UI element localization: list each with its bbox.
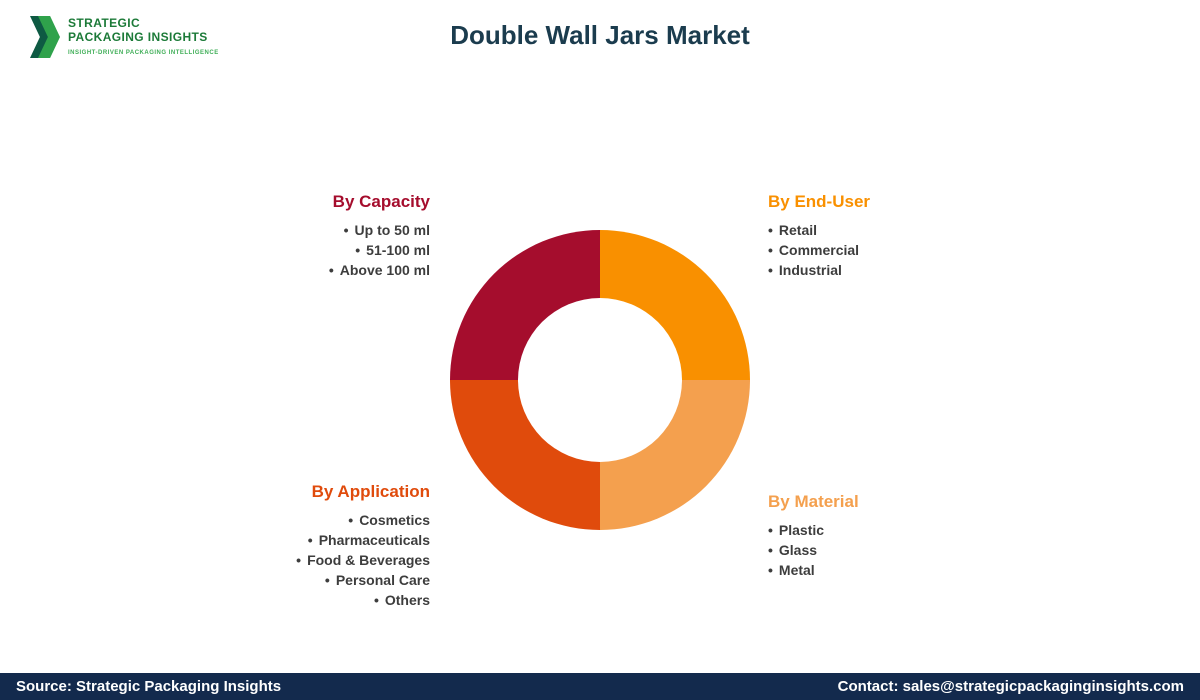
footer-contact: Contact: sales@strategicpackaginginsight…: [837, 678, 1184, 695]
logo-text: STRATEGIC PACKAGING INSIGHTS INSIGHT-DRI…: [68, 16, 219, 56]
list-item: Above 100 ml: [210, 260, 430, 280]
page-title: Double Wall Jars Market: [450, 20, 750, 50]
list-item: Commercial: [768, 240, 988, 260]
segment-title-material: By Material: [768, 492, 859, 511]
segment-block-application: By Application CosmeticsPharmaceuticalsF…: [200, 482, 430, 610]
segment-title-capacity: By Capacity: [332, 192, 430, 211]
list-item: Retail: [768, 220, 988, 240]
segment-list-material: PlasticGlassMetal: [768, 520, 988, 580]
donut-hole: [518, 298, 682, 462]
segment-block-material: By Material PlasticGlassMetal: [768, 492, 988, 580]
segment-block-enduser: By End-User RetailCommercialIndustrial: [768, 192, 988, 280]
logo-line1: STRATEGIC: [68, 16, 141, 31]
segment-title-enduser: By End-User: [768, 192, 871, 211]
list-item: Industrial: [768, 260, 988, 280]
segment-list-application: CosmeticsPharmaceuticalsFood & Beverages…: [200, 510, 430, 610]
logo-tagline: INSIGHT-DRIVEN PACKAGING INTELLIGENCE: [68, 49, 219, 56]
donut-chart-wrap: [450, 230, 750, 530]
list-item: Plastic: [768, 520, 988, 540]
list-item: Metal: [768, 560, 988, 580]
segment-list-enduser: RetailCommercialIndustrial: [768, 220, 988, 280]
list-item: Others: [200, 590, 430, 610]
list-item: Personal Care: [200, 570, 430, 590]
list-item: 51-100 ml: [210, 240, 430, 260]
segment-title-application: By Application: [311, 482, 430, 501]
list-item: Cosmetics: [200, 510, 430, 530]
segment-list-capacity: Up to 50 ml51-100 mlAbove 100 ml: [210, 220, 430, 280]
logo-chevron-icon: [30, 12, 60, 62]
brand-logo: STRATEGIC PACKAGING INSIGHTS INSIGHT-DRI…: [30, 12, 219, 62]
list-item: Glass: [768, 540, 988, 560]
logo-line2: PACKAGING INSIGHTS: [68, 30, 208, 45]
segment-block-capacity: By Capacity Up to 50 ml51-100 mlAbove 10…: [210, 192, 430, 280]
list-item: Up to 50 ml: [210, 220, 430, 240]
list-item: Food & Beverages: [200, 550, 430, 570]
footer-source: Source: Strategic Packaging Insights: [16, 678, 282, 695]
footer-bar: Source: Strategic Packaging Insights Con…: [0, 673, 1200, 700]
list-item: Pharmaceuticals: [200, 530, 430, 550]
